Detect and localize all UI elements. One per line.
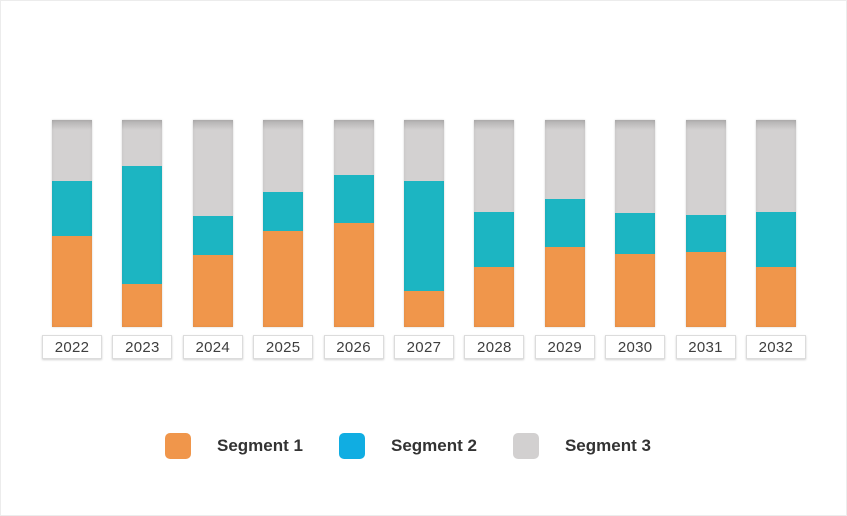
bar-2030-segment-3 [615,120,656,214]
x-label-2028: 2028 [464,335,525,359]
bar-2022 [52,120,92,327]
bar-2022-segment-2 [52,181,92,236]
legend-item-segment-1: Segment 1 [165,432,303,459]
bar-2030 [615,120,656,327]
x-axis-labels: 2022 2023 2024 2025 2026 2027 2028 2029 2030 2031… [42,335,806,359]
chart-legend: Segment 1 Segment 2 Segment 3 [165,432,651,459]
bar-2029-segment-3 [544,120,585,199]
bar-2031-segment-2 [685,215,726,253]
legend-label-1: Segment 1 [217,435,303,455]
legend-label-3: Segment 3 [564,435,651,455]
bar-2027-segment-3 [403,120,444,182]
bar-2031-segment-3 [685,120,726,216]
bar-2023-segment-1 [122,283,163,327]
bar-2027 [403,120,444,327]
bar-2024-segment-3 [192,120,233,217]
bar-2032-segment-1 [755,266,796,327]
bar-2032 [755,120,796,327]
bar-2030-segment-1 [615,253,656,327]
legend-item-segment-2: Segment 2 [338,432,477,459]
x-label-2031: 2031 [675,335,736,359]
bar-2029-segment-1 [544,247,585,327]
x-label-2026: 2026 [323,335,384,359]
bar-2023 [122,120,163,327]
bar-2031 [685,120,726,327]
bar-2026-segment-2 [333,174,374,224]
x-label-2024: 2024 [182,335,243,359]
bar-2029-segment-2 [544,198,585,248]
bar-2025 [263,120,304,327]
x-label-2022: 2022 [42,335,102,359]
bar-2032-segment-2 [755,212,796,267]
x-label-2029: 2029 [534,335,595,359]
bar-2031-segment-1 [685,252,726,327]
bar-2024 [192,120,233,327]
x-label-2027: 2027 [393,335,454,359]
bar-2026 [333,120,374,327]
x-label-2030: 2030 [605,335,666,359]
legend-swatch-2 [338,432,365,459]
bar-2023-segment-3 [122,120,163,166]
bar-2027-segment-1 [403,290,444,327]
plot-area [52,120,796,327]
bar-2025-segment-2 [263,192,304,231]
bar-2030-segment-2 [615,213,656,254]
bar-2029 [544,120,585,327]
bar-2022-segment-1 [52,235,92,327]
bar-2032-segment-3 [755,120,796,213]
legend-item-segment-3: Segment 3 [512,432,651,459]
bar-2026-segment-1 [333,223,374,327]
bar-2028 [474,120,515,327]
bar-2027-segment-2 [403,181,444,291]
bar-2025-segment-1 [263,230,304,327]
bar-2025-segment-3 [263,120,304,193]
bar-2024-segment-1 [192,254,233,327]
bar-2028-segment-3 [474,120,515,213]
x-label-2023: 2023 [112,335,173,359]
x-label-2032: 2032 [745,335,806,359]
bar-2022-segment-3 [52,120,92,182]
bar-2028-segment-2 [474,212,515,267]
bar-2023-segment-2 [122,165,163,284]
bar-2028-segment-1 [474,266,515,327]
x-label-2025: 2025 [253,335,314,359]
bar-2024-segment-2 [192,216,233,255]
legend-swatch-1 [165,432,191,459]
legend-label-2: Segment 2 [390,435,477,455]
legend-swatch-3 [512,432,539,459]
bar-2026-segment-3 [333,120,374,175]
